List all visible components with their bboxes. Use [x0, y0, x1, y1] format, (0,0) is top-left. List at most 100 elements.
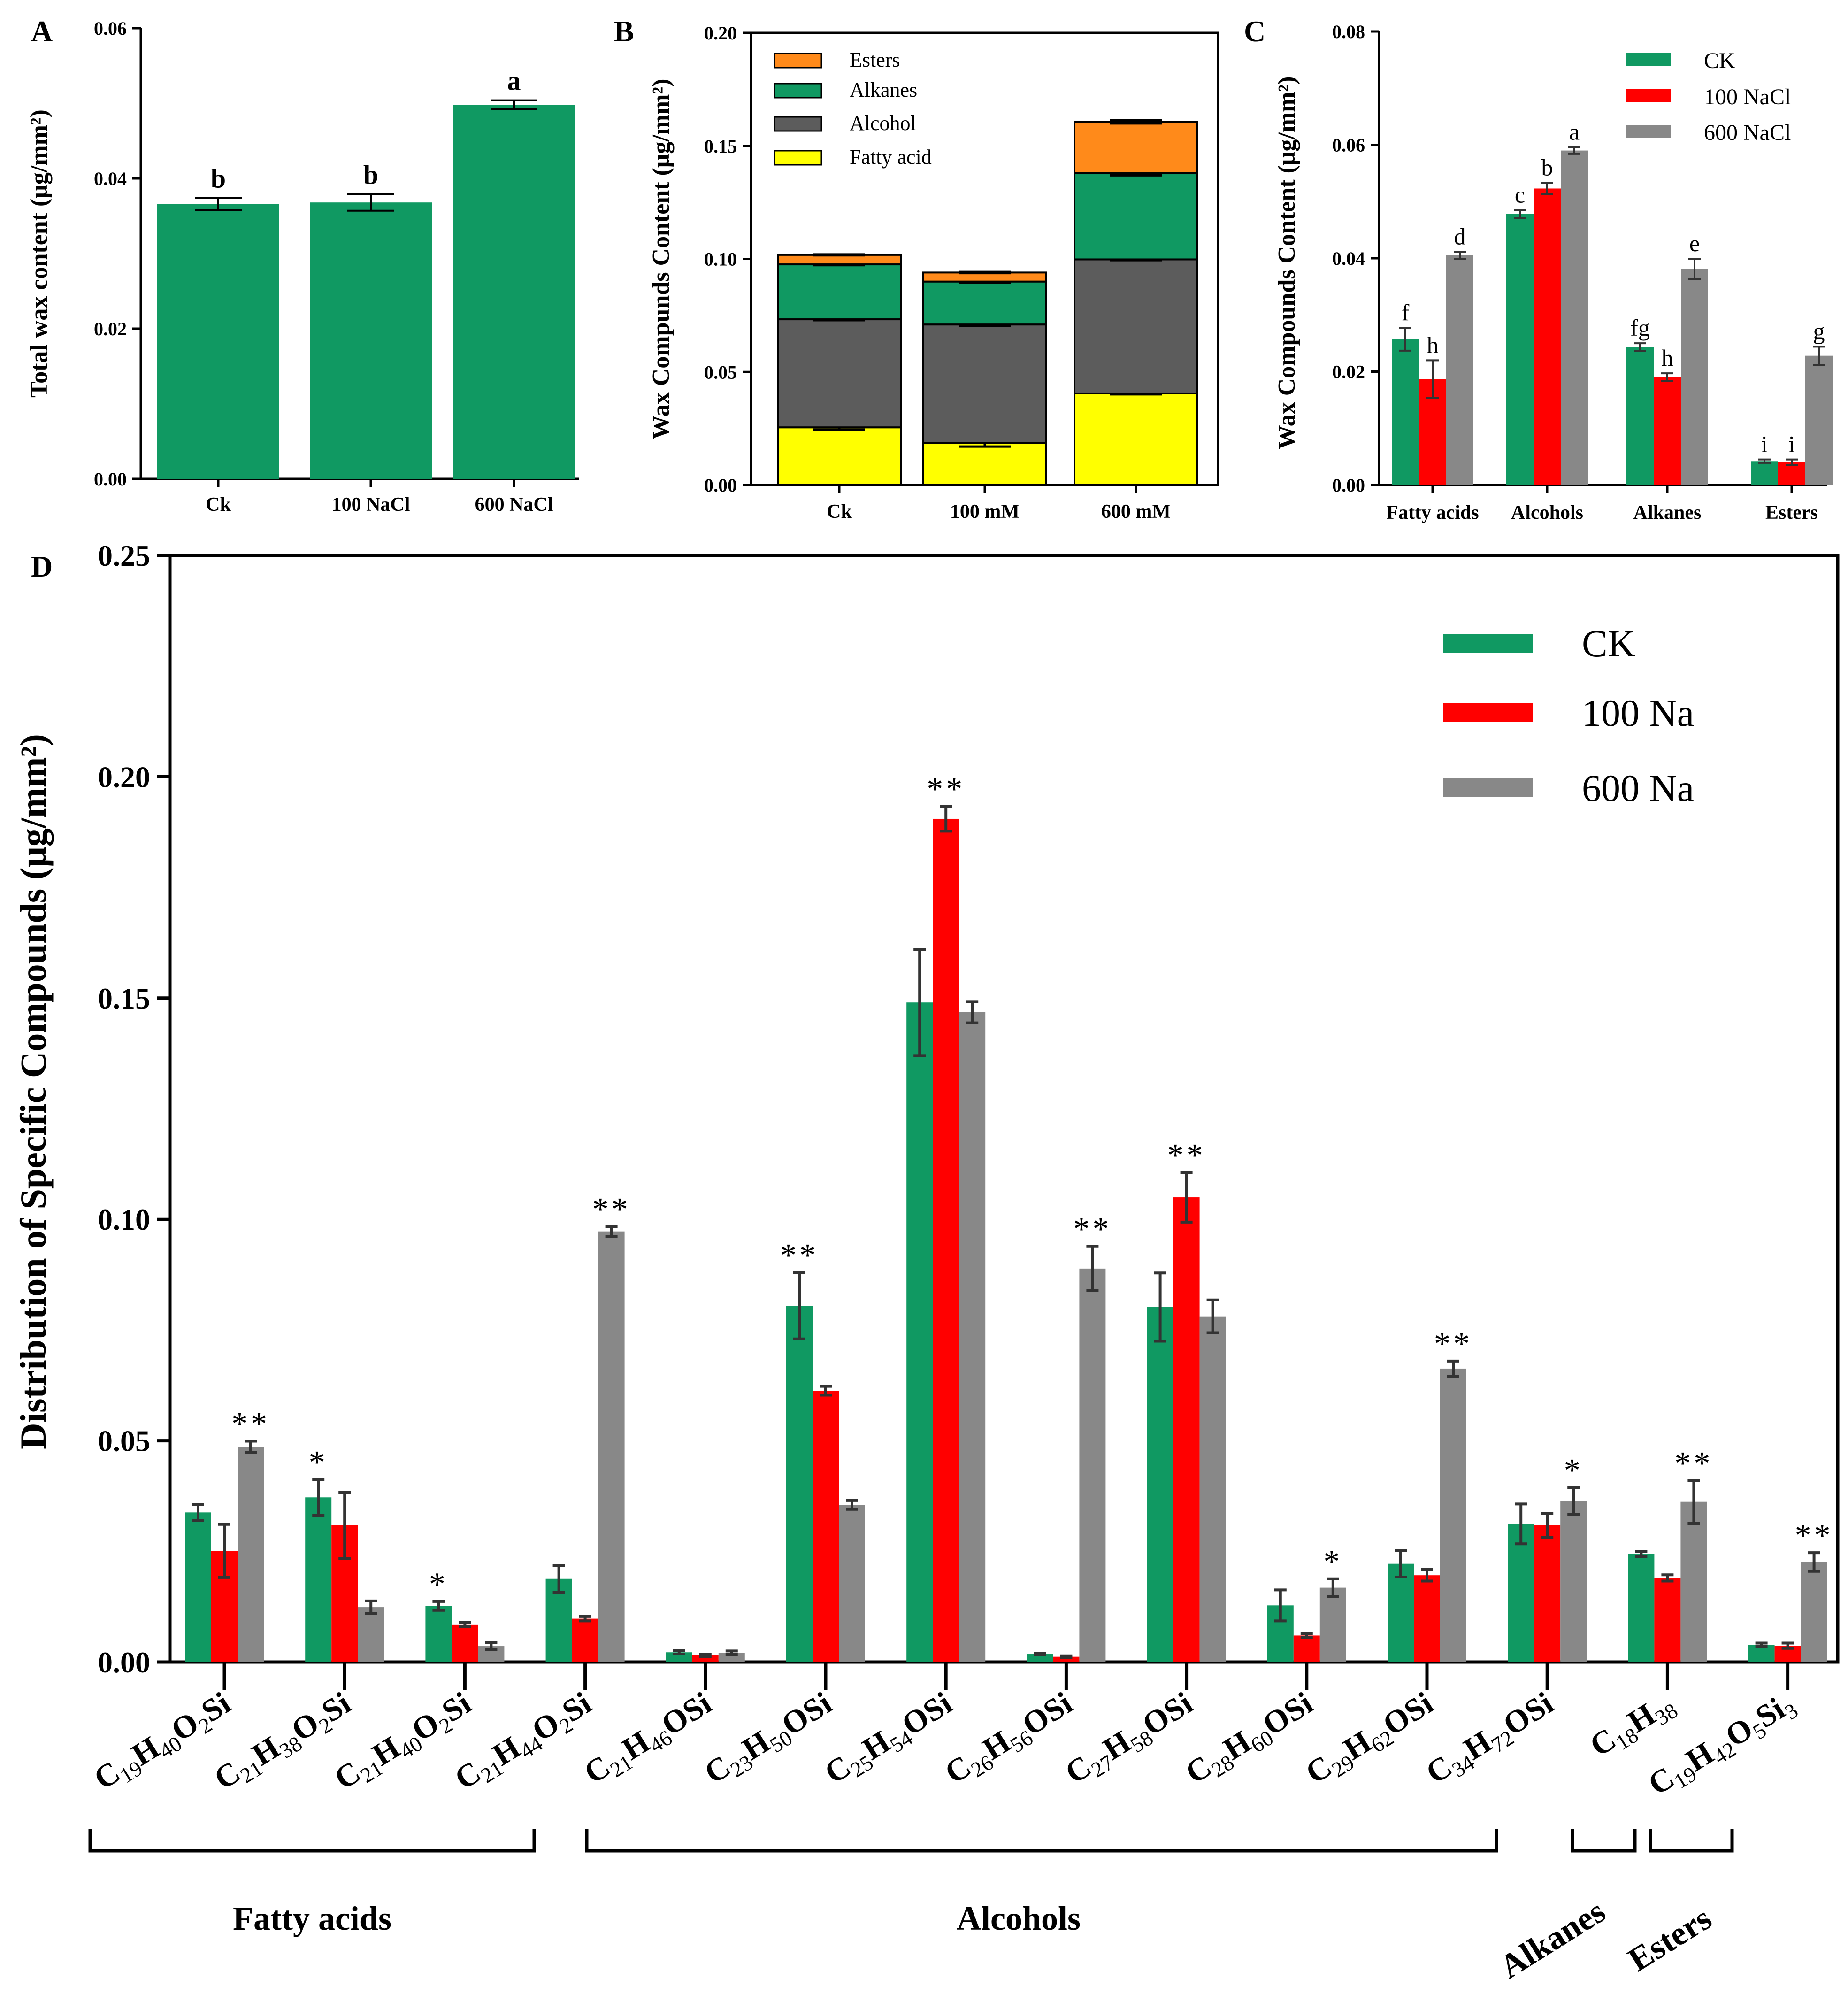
panel-c-legend-label: 600 NaCl	[1704, 120, 1791, 145]
panel-d-bar	[1173, 1197, 1200, 1662]
panel-c-significance-letter: g	[1813, 318, 1825, 344]
panel-d-significance-mark: *	[1564, 1453, 1583, 1489]
panel-b-x-tick-label: 600 mM	[1101, 501, 1171, 523]
panel-d-bar	[1147, 1307, 1173, 1662]
panel-c-legend-label: CK	[1704, 48, 1735, 73]
panel-c-bar	[1751, 461, 1778, 485]
panel-b-x-tick-label: 100 mM	[950, 501, 1020, 523]
panel-c-error-bar	[1568, 146, 1580, 155]
panel-b-stacked-segment	[922, 280, 1047, 326]
panel-d-error-bar	[312, 1478, 325, 1517]
panel-a-error-bar	[347, 193, 394, 212]
panel-d-group-bracket: Alcohols	[585, 1829, 1498, 1937]
panel-d-y-axis-title: Distribution of Specific Compounds (μg/m…	[13, 734, 54, 1449]
panel-c-significance-letter: h	[1662, 345, 1673, 371]
panel-d-error-bar	[192, 1503, 204, 1522]
panel-d-bar	[933, 818, 959, 1662]
panel-d-significance-mark: **	[1073, 1211, 1112, 1247]
panel-b-y-tick-label: 0.15	[704, 136, 737, 157]
panel-d-significance-mark: *	[309, 1445, 328, 1481]
panel-c-error-bar	[1813, 346, 1825, 366]
panel-c-bar	[1626, 347, 1654, 485]
panel-a-significance-letter: b	[363, 160, 378, 190]
panel-d-error-bar	[1034, 1652, 1046, 1656]
panel-d-error-bar	[1395, 1549, 1407, 1578]
panel-d-error-bar	[1206, 1298, 1219, 1334]
panel-d-bar	[1199, 1316, 1226, 1662]
panel-d-bar	[358, 1607, 384, 1662]
panel-c-significance-letter: i	[1761, 431, 1768, 457]
panel-d-error-bar	[552, 1564, 565, 1594]
panel-c-legend-swatch	[1626, 53, 1671, 66]
panel-d-legend-swatch	[1443, 634, 1533, 653]
panel-d-bar	[718, 1653, 745, 1662]
panel-a-significance-letter: b	[211, 163, 226, 194]
panel-c-significance-letter: i	[1788, 431, 1795, 457]
panel-d-significance-mark: **	[1674, 1445, 1713, 1481]
panel-b-legend-label: Fatty acid	[850, 146, 932, 169]
panel-d-bar	[786, 1306, 813, 1662]
panel-d-error-bar	[793, 1271, 805, 1340]
panel-d-bar	[1560, 1501, 1587, 1662]
panel-c-legend-swatch	[1626, 89, 1671, 102]
panel-c-bar	[1681, 269, 1708, 485]
panel-c-significance-letter: c	[1515, 181, 1525, 208]
panel-d-legend-label: 100 Na	[1582, 692, 1694, 734]
panel-c-significance-letter: h	[1427, 331, 1439, 358]
panel-d-error-bar	[1300, 1632, 1313, 1639]
panel-b-stacked-segment	[1074, 392, 1198, 486]
panel-b-error-bar	[813, 253, 865, 257]
panel-c-significance-letter: b	[1541, 154, 1553, 180]
panel-a-error-bar	[195, 197, 242, 211]
panel-d-significance-mark: **	[1434, 1326, 1472, 1362]
panel-d-error-bar	[966, 1000, 979, 1024]
panel-b-chart: 0.00 0.05 0.10 0.15 0.20 Wax Compunds Content…	[648, 23, 1219, 523]
panel-d-error-bar	[1635, 1550, 1648, 1558]
panel-c-x-tick-label: Alcohols	[1511, 502, 1583, 524]
panel-c-x-tick-label: Alkanes	[1633, 502, 1702, 524]
panel-d-legend-swatch	[1443, 778, 1533, 797]
panel-d-error-bar	[218, 1523, 230, 1579]
panel-b-y-tick-label: 0.20	[704, 23, 737, 44]
panel-b-stacked-segment	[922, 442, 1047, 486]
panel-c-y-tick-label: 0.08	[1332, 21, 1365, 42]
panel-d-significance-mark: *	[429, 1566, 448, 1602]
panel-d-error-bar	[1086, 1245, 1099, 1292]
panel-c-error-bar	[1786, 458, 1798, 466]
panel-d-legend-swatch	[1443, 703, 1533, 722]
panel-d-bar	[666, 1652, 692, 1662]
panel-d-error-bar	[1180, 1171, 1193, 1224]
panel-d-error-bar	[1421, 1568, 1433, 1583]
panel-d-bar	[1654, 1578, 1681, 1662]
panel-c-bar	[1778, 462, 1805, 485]
panel-a-x-tick-label: 600 NaCl	[475, 494, 553, 516]
panel-c-error-bar	[1426, 359, 1439, 399]
panel-d-error-bar	[846, 1499, 858, 1511]
panel-label-b: B	[614, 15, 634, 48]
panel-d-bar	[1388, 1563, 1414, 1662]
panel-b-stacked-segment	[777, 263, 902, 321]
panel-d-bar	[425, 1606, 452, 1662]
panel-b-stacked-segment	[1074, 172, 1198, 261]
panel-a-x-tick-label: 100 NaCl	[332, 494, 410, 516]
panel-d-error-bar	[699, 1653, 712, 1658]
panel-b-legend-label: Alcohol	[850, 112, 916, 135]
panel-c-bar	[1534, 188, 1561, 485]
panel-a-y-tick-label: 0.00	[94, 469, 127, 490]
panel-d-bar	[1680, 1502, 1707, 1662]
panel-c-y-tick-label: 0.00	[1332, 475, 1365, 496]
panel-d-legend-label: CK	[1582, 622, 1635, 665]
panel-c-x-tick-label: Esters	[1765, 502, 1818, 524]
panel-b-error-bar	[1110, 119, 1162, 125]
panel-b-legend-swatch	[774, 53, 822, 69]
panel-c-y-axis-title: Wax Compounds Content (μg/mm²)	[1273, 77, 1300, 450]
panel-d-bar	[305, 1497, 332, 1662]
panel-a-bar	[157, 204, 279, 479]
panel-d-significance-mark: *	[1323, 1544, 1342, 1580]
panel-d-error-bar	[940, 805, 952, 833]
panel-d-bar	[1079, 1268, 1106, 1662]
panel-d-error-bar	[1687, 1479, 1700, 1525]
panel-d-error-bar	[1567, 1486, 1580, 1516]
panel-a-y-tick-label: 0.06	[94, 18, 127, 39]
panel-a-bar	[310, 202, 432, 479]
